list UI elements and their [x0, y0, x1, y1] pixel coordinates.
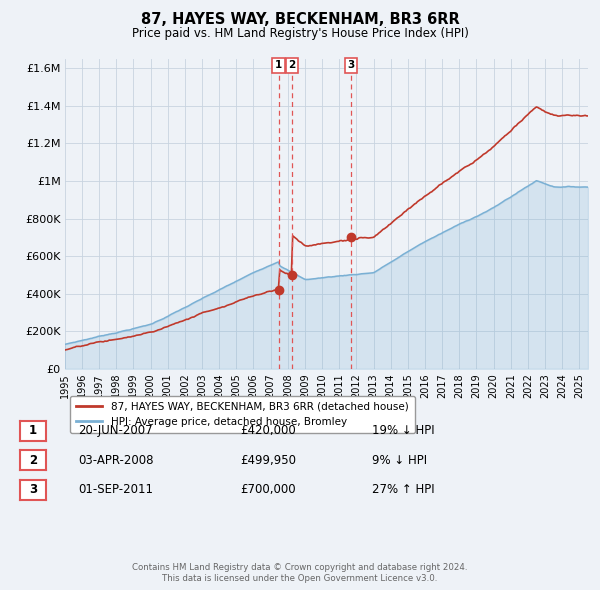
- Text: Contains HM Land Registry data © Crown copyright and database right 2024.: Contains HM Land Registry data © Crown c…: [132, 563, 468, 572]
- Text: 2: 2: [289, 60, 296, 70]
- Text: £420,000: £420,000: [240, 424, 296, 437]
- Text: 3: 3: [347, 60, 355, 70]
- Text: 3: 3: [29, 483, 37, 496]
- Text: £700,000: £700,000: [240, 483, 296, 496]
- Text: 27% ↑ HPI: 27% ↑ HPI: [372, 483, 434, 496]
- Text: 19% ↓ HPI: 19% ↓ HPI: [372, 424, 434, 437]
- Text: This data is licensed under the Open Government Licence v3.0.: This data is licensed under the Open Gov…: [163, 574, 437, 583]
- Text: 1: 1: [275, 60, 283, 70]
- Text: Price paid vs. HM Land Registry's House Price Index (HPI): Price paid vs. HM Land Registry's House …: [131, 27, 469, 40]
- Text: 1: 1: [29, 424, 37, 437]
- Text: 9% ↓ HPI: 9% ↓ HPI: [372, 454, 427, 467]
- Text: £499,950: £499,950: [240, 454, 296, 467]
- Text: 01-SEP-2011: 01-SEP-2011: [78, 483, 153, 496]
- Text: 03-APR-2008: 03-APR-2008: [78, 454, 154, 467]
- Text: 2: 2: [29, 454, 37, 467]
- Text: 20-JUN-2007: 20-JUN-2007: [78, 424, 152, 437]
- Legend: 87, HAYES WAY, BECKENHAM, BR3 6RR (detached house), HPI: Average price, detached: 87, HAYES WAY, BECKENHAM, BR3 6RR (detac…: [70, 396, 415, 433]
- Text: 87, HAYES WAY, BECKENHAM, BR3 6RR: 87, HAYES WAY, BECKENHAM, BR3 6RR: [140, 12, 460, 27]
